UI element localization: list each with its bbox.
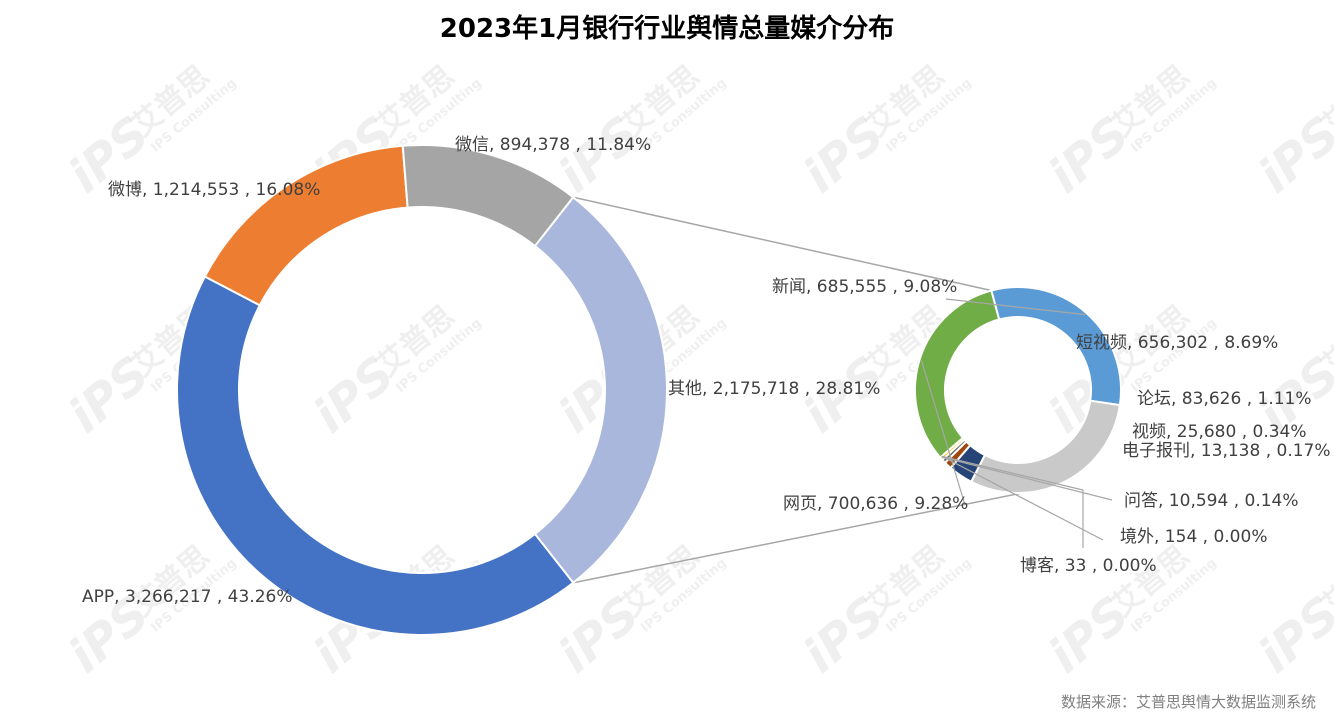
main-donut [176, 144, 668, 636]
connector-line-bottom [573, 486, 1054, 584]
sub-slice-1 [969, 399, 1122, 495]
main-label-0: APP, 3,266,217 , 43.26% [82, 587, 293, 607]
sub-label-4: 电子报刊, 13,138 , 0.17% [1122, 441, 1331, 461]
main-label-3: 其他, 2,175,718 , 28.81% [668, 379, 880, 399]
secondary-donut [914, 286, 1122, 495]
chart-title: 2023年1月银行行业舆情总量媒介分布 [439, 14, 895, 44]
leader-line-1 [942, 456, 1113, 501]
sub-label-1: 短视频, 656,302 , 8.69% [1076, 333, 1278, 353]
source-note: 数据来源：艾普思舆情大数据监测系统 [1060, 693, 1316, 711]
leader-line-3 [941, 455, 1084, 548]
connector-lines [573, 196, 1054, 584]
main-label-1: 微博, 1,214,553 , 16.08% [108, 180, 320, 200]
sub-label-0: 新闻, 685,555 , 9.08% [772, 277, 957, 297]
sub-label-8: 网页, 700,636 , 9.28% [783, 494, 968, 514]
main-slice-0 [176, 275, 575, 636]
connector-line-top [573, 196, 992, 292]
main-slice-3 [533, 195, 668, 585]
sub-label-5: 问答, 10,594 , 0.14% [1124, 491, 1299, 511]
sub-label-7: 博客, 33 , 0.00% [1020, 556, 1157, 576]
main-slice-1 [203, 144, 409, 307]
leader-lines [920, 298, 1113, 548]
sub-slice-8 [914, 289, 1001, 459]
sub-label-2: 论坛, 83,626 , 1.11% [1137, 389, 1312, 409]
sub-label-6: 境外, 154 , 0.00% [1120, 527, 1267, 547]
data-labels: APP, 3,266,217 , 43.26% 微博, 1,214,553 , 1… [82, 135, 1331, 607]
leader-line-4 [920, 360, 966, 506]
sub-label-3: 视频, 25,680 , 0.34% [1132, 422, 1307, 442]
leader-line-2 [941, 455, 1104, 541]
leader-line-0 [945, 298, 1086, 316]
main-label-2: 微信, 894,378 , 11.84% [455, 135, 651, 155]
